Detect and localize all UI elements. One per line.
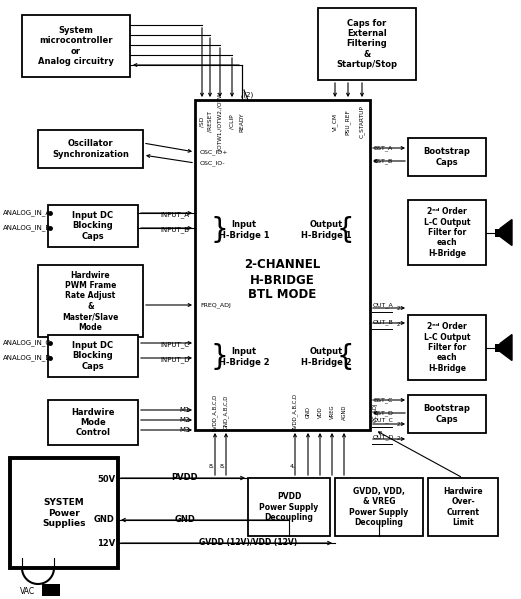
- Text: Input DC
Blocking
Caps: Input DC Blocking Caps: [72, 211, 114, 241]
- Bar: [48, 400, 138, 445]
- Text: System
microcontroller
or
Analog circuitry: System microcontroller or Analog circuit…: [38, 26, 114, 66]
- Text: OC_ADJ: OC_ADJ: [372, 403, 378, 422]
- Text: Input
H-Bridge 2: Input H-Bridge 2: [219, 347, 269, 367]
- Text: /SD: /SD: [200, 117, 205, 127]
- Polygon shape: [500, 219, 512, 246]
- Text: Output
H-Bridge 1: Output H-Bridge 1: [301, 220, 352, 240]
- Polygon shape: [500, 334, 512, 361]
- Text: 2-CHANNEL
H-BRIDGE
BTL MODE: 2-CHANNEL H-BRIDGE BTL MODE: [244, 259, 320, 301]
- Text: }: }: [210, 343, 228, 371]
- Text: SYSTEM
Power
Supplies: SYSTEM Power Supplies: [42, 498, 86, 528]
- Bar: [10, 458, 118, 568]
- Text: 2: 2: [397, 322, 401, 326]
- Text: ANALOG_IN_B: ANALOG_IN_B: [3, 225, 51, 231]
- Text: VAC: VAC: [20, 588, 35, 597]
- Text: PVDD
Power Supply
Decoupling: PVDD Power Supply Decoupling: [259, 492, 319, 522]
- Bar: [38, 265, 143, 337]
- Text: M1: M1: [180, 407, 190, 413]
- Text: Bootstrap
Caps: Bootstrap Caps: [424, 147, 470, 167]
- Text: GND: GND: [175, 516, 195, 525]
- Bar: [408, 315, 486, 380]
- Bar: [48, 205, 138, 247]
- Text: Hardwire
PWM Frame
Rate Adjust
&
Master/Slave
Mode: Hardwire PWM Frame Rate Adjust & Master/…: [63, 271, 119, 331]
- Text: OUT_A: OUT_A: [373, 302, 394, 308]
- Text: INPUT_A: INPUT_A: [160, 211, 190, 219]
- Bar: [42, 584, 60, 596]
- Bar: [408, 200, 486, 265]
- Bar: [248, 478, 330, 536]
- Bar: [335, 478, 423, 536]
- Text: 2ⁿᵈ Order
L-C Output
Filter for
each
H-Bridge: 2ⁿᵈ Order L-C Output Filter for each H-B…: [424, 322, 470, 373]
- Text: GND_A,B,C,D: GND_A,B,C,D: [223, 395, 229, 429]
- Bar: [495, 228, 500, 237]
- Text: 2: 2: [397, 307, 401, 311]
- Text: BST_D: BST_D: [373, 410, 393, 416]
- Text: 2ⁿᵈ Order
L-C Output
Filter for
each
H-Bridge: 2ⁿᵈ Order L-C Output Filter for each H-B…: [424, 207, 470, 258]
- Text: OUT_C: OUT_C: [373, 417, 394, 423]
- Text: FREQ_ADJ: FREQ_ADJ: [200, 302, 231, 308]
- Text: /OTW1,/OTW2,/OTW: /OTW1,/OTW2,/OTW: [217, 93, 222, 152]
- Text: Input DC
Blocking
Caps: Input DC Blocking Caps: [72, 341, 114, 371]
- Text: BST_B: BST_B: [373, 158, 392, 164]
- Text: M2: M2: [180, 417, 190, 423]
- Text: 2: 2: [397, 422, 401, 426]
- Text: GVDD_A,B,C,D: GVDD_A,B,C,D: [292, 393, 298, 431]
- Text: M3: M3: [180, 427, 190, 433]
- Text: /CLIP: /CLIP: [229, 114, 234, 129]
- Text: C_STARTUP: C_STARTUP: [359, 105, 365, 138]
- Text: GVDD, VDD,
& VREG
Power Supply
Decoupling: GVDD, VDD, & VREG Power Supply Decouplin…: [350, 487, 408, 527]
- Text: OSC_IO-: OSC_IO-: [200, 160, 226, 166]
- Text: OUT_B: OUT_B: [373, 319, 394, 325]
- Text: 2: 2: [397, 437, 401, 441]
- Text: READY: READY: [240, 112, 244, 132]
- Bar: [318, 8, 416, 80]
- Bar: [48, 335, 138, 377]
- Text: Bootstrap
Caps: Bootstrap Caps: [424, 404, 470, 423]
- Text: PSU_REF: PSU_REF: [345, 109, 351, 135]
- Text: GND: GND: [305, 406, 311, 418]
- Text: VDD: VDD: [317, 406, 322, 418]
- Text: GND: GND: [94, 516, 115, 525]
- Text: Oscillator
Synchronization: Oscillator Synchronization: [52, 140, 129, 159]
- Text: GVDD (12V)/VDD (12V): GVDD (12V)/VDD (12V): [199, 539, 297, 547]
- Text: 4,: 4,: [290, 464, 296, 468]
- Text: PVDD: PVDD: [172, 473, 199, 483]
- Bar: [408, 138, 486, 176]
- Bar: [408, 395, 486, 433]
- Bar: [38, 130, 143, 168]
- Text: /RESET: /RESET: [207, 111, 213, 132]
- Text: INPUT_D: INPUT_D: [160, 356, 190, 364]
- Text: Input
H-Bridge 1: Input H-Bridge 1: [219, 220, 269, 240]
- Bar: [428, 478, 498, 536]
- Bar: [495, 343, 500, 352]
- Text: VREG: VREG: [329, 405, 334, 419]
- Text: OUT_D: OUT_D: [373, 434, 394, 440]
- Text: BST_C: BST_C: [373, 397, 392, 403]
- Text: }: }: [210, 216, 228, 244]
- Text: 8,: 8,: [209, 464, 215, 468]
- Text: {: {: [337, 343, 354, 371]
- Text: BST_A: BST_A: [373, 145, 392, 151]
- Text: 12V: 12V: [97, 539, 115, 547]
- Text: /(2): /(2): [241, 92, 253, 98]
- Text: ANALOG_IN_C: ANALOG_IN_C: [3, 340, 51, 346]
- Text: Hardwire
Over-
Current
Limit: Hardwire Over- Current Limit: [443, 487, 483, 527]
- Text: VI_CM: VI_CM: [332, 113, 338, 131]
- Text: 8,: 8,: [220, 464, 226, 468]
- Text: OSC_IO+: OSC_IO+: [200, 149, 229, 155]
- Text: Hardwire
Mode
Control: Hardwire Mode Control: [71, 407, 115, 437]
- Bar: [195, 100, 370, 430]
- Text: INPUT_B: INPUT_B: [160, 226, 190, 234]
- Bar: [22, 15, 130, 77]
- Text: Caps for
External
Filtering
&
Startup/Stop: Caps for External Filtering & Startup/St…: [337, 19, 398, 69]
- Text: Output
H-Bridge 2: Output H-Bridge 2: [301, 347, 352, 367]
- Text: ANALOG_IN_A: ANALOG_IN_A: [3, 210, 51, 216]
- Text: {: {: [337, 216, 354, 244]
- Text: PVDD_A,B,C,D: PVDD_A,B,C,D: [212, 394, 218, 431]
- Text: 50V: 50V: [97, 476, 115, 485]
- Text: ANALOG_IN_D: ANALOG_IN_D: [3, 355, 52, 361]
- Text: AGND: AGND: [341, 404, 346, 420]
- Text: INPUT_C: INPUT_C: [160, 341, 190, 349]
